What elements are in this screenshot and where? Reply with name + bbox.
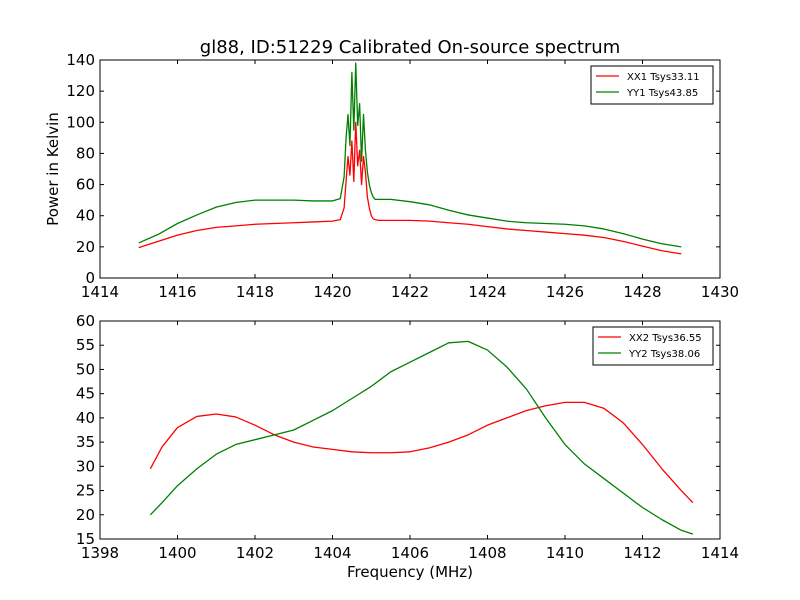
legend-box bbox=[592, 326, 714, 366]
x-tick-label: 1412 bbox=[623, 544, 661, 562]
y-tick-label: 45 bbox=[76, 385, 95, 403]
y-tick-label: 0 bbox=[85, 269, 95, 287]
bottom-spectrum-panel: 1398 1400 1402 1404 1406 1408 1410 1412 1414 15 20… bbox=[76, 312, 739, 581]
y-tick-label: 40 bbox=[76, 207, 95, 225]
y-tick-label: 20 bbox=[76, 506, 95, 524]
x-tick-label: 1422 bbox=[391, 283, 429, 301]
series-line-yy1 bbox=[138, 62, 682, 248]
y-tick-label: 80 bbox=[76, 144, 95, 162]
x-tick-label: 1414 bbox=[701, 544, 739, 562]
x-tick-label: 1414 bbox=[81, 283, 119, 301]
series-line-xx2 bbox=[149, 401, 694, 504]
legend: XX2 Tsys36.55 YY2 Tsys38.06 bbox=[592, 326, 714, 366]
x-tick-label: 1404 bbox=[313, 544, 351, 562]
legend-entry-label: YY1 Tsys43.85 bbox=[626, 88, 698, 99]
series-line-xx1 bbox=[138, 121, 682, 255]
y-tick-label: 50 bbox=[76, 360, 95, 378]
legend-entry-label: YY2 Tsys38.06 bbox=[628, 349, 700, 360]
x-tick-label: 1416 bbox=[158, 283, 196, 301]
chart-title: gl88, ID:51229 Calibrated On-source spec… bbox=[200, 37, 620, 58]
y-tick-label: 100 bbox=[66, 113, 95, 131]
y-tick-label: 35 bbox=[76, 433, 95, 451]
series-line-yy2 bbox=[149, 340, 694, 535]
y-tick-label: 15 bbox=[76, 530, 95, 548]
legend-entry-label: XX1 Tsys33.11 bbox=[627, 72, 700, 83]
legend-box bbox=[590, 65, 714, 105]
x-tick-label: 1410 bbox=[546, 544, 584, 562]
x-tick-label: 1408 bbox=[468, 544, 506, 562]
x-tick-label: 1424 bbox=[468, 283, 506, 301]
y-tick-label: 60 bbox=[76, 176, 95, 194]
top-spectrum-panel: 1414 1416 1418 1420 1422 1424 1426 1428 1430 0 20 4… bbox=[44, 51, 739, 301]
y-tick-label: 120 bbox=[66, 82, 95, 100]
y-tick-label: 20 bbox=[76, 238, 95, 256]
y-tick-label: 30 bbox=[76, 457, 95, 475]
x-tick-label: 1418 bbox=[236, 283, 274, 301]
x-tick-label: 1430 bbox=[701, 283, 739, 301]
legend: XX1 Tsys33.11 YY1 Tsys43.85 bbox=[590, 65, 714, 105]
y-tick-label: 25 bbox=[76, 482, 95, 500]
y-axis-label: Power in Kelvin bbox=[44, 112, 62, 226]
x-tick-label: 1406 bbox=[391, 544, 429, 562]
x-tick-label: 1398 bbox=[81, 544, 119, 562]
y-tick-label: 60 bbox=[76, 312, 95, 330]
x-tick-label: 1402 bbox=[236, 544, 274, 562]
x-axis-label: Frequency (MHz) bbox=[347, 563, 473, 581]
y-tick-label: 40 bbox=[76, 409, 95, 427]
y-tick-label: 55 bbox=[76, 336, 95, 354]
x-tick-label: 1400 bbox=[158, 544, 196, 562]
x-tick-label: 1426 bbox=[546, 283, 584, 301]
legend-entry-label: XX2 Tsys36.55 bbox=[629, 333, 702, 344]
x-tick-label: 1428 bbox=[623, 283, 661, 301]
y-tick-label: 140 bbox=[66, 51, 95, 69]
x-tick-label: 1420 bbox=[313, 283, 351, 301]
